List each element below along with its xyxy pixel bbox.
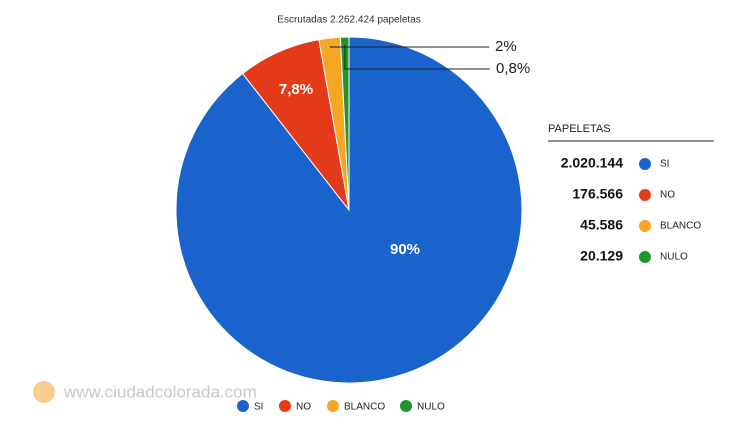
watermark: www.ciudadcolorada.com — [63, 382, 257, 401]
table-name: BLANCO — [660, 221, 701, 232]
table-swatch — [639, 158, 651, 170]
value-label: 7,8% — [279, 81, 313, 98]
table-swatch — [639, 251, 651, 263]
leader-line — [329, 46, 489, 48]
value-label: 90% — [390, 241, 420, 258]
pie-slice — [339, 36, 350, 211]
leader-line — [344, 45, 490, 70]
table-count: 20.129 — [580, 248, 623, 264]
table-swatch — [639, 220, 651, 232]
value-label: 0,8% — [496, 60, 530, 77]
legend-swatch — [279, 400, 291, 412]
legend-swatch — [237, 400, 249, 412]
legend-label: NULO — [417, 402, 445, 413]
legend-label: NO — [296, 402, 311, 413]
table-count: 45.586 — [580, 217, 623, 233]
table-title: PAPELETAS — [548, 123, 611, 135]
table-name: SI — [660, 159, 669, 170]
legend-swatch — [327, 400, 339, 412]
value-label: 2% — [495, 38, 517, 55]
table-swatch — [639, 189, 651, 201]
legend-swatch — [400, 400, 412, 412]
table-count: 2.020.144 — [561, 155, 623, 171]
legend-label: BLANCO — [344, 402, 385, 413]
legend-label: SI — [254, 402, 263, 413]
chart-title: Escrutadas 2.262.424 papeletas — [277, 15, 420, 26]
watermark-logo — [33, 381, 55, 403]
table-name: NULO — [660, 252, 688, 263]
table-name: NO — [660, 190, 675, 201]
table-count: 176.566 — [572, 186, 623, 202]
